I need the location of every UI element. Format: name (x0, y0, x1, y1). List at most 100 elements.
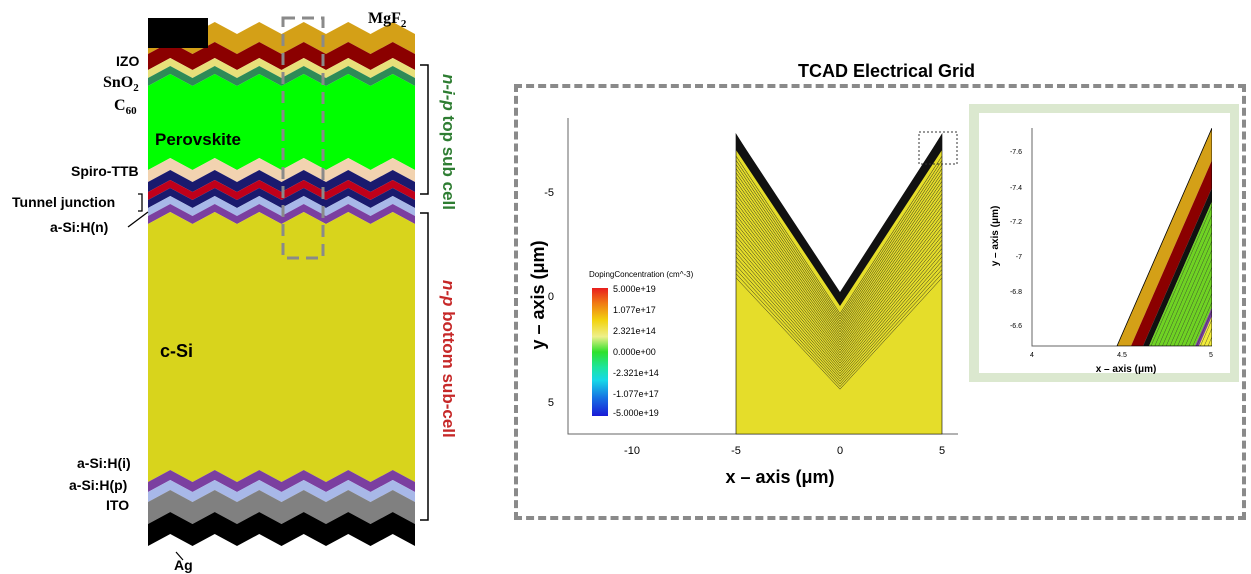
main-xtick-neg10: -10 (624, 445, 640, 457)
inset-mesh-line (1216, 128, 1246, 346)
main-xlabel: x – axis (μm) (725, 467, 834, 487)
mesh-line (735, 239, 943, 367)
inset-ytick-neg7: -7 (1016, 254, 1022, 261)
inset-plot: 4 4.5 5 -7.6 -7.4 -7.2 -7 -6.8 -6.6 x – … (990, 128, 1246, 375)
mesh-line (735, 168, 943, 322)
layer-c60 (148, 66, 415, 86)
inset-ytick-neg7-2: -7.2 (1010, 219, 1022, 226)
inset-mesh-line (1200, 318, 1212, 346)
top-black-block (148, 18, 208, 48)
legend-colorbar (592, 288, 608, 416)
inset-mesh-line (1192, 301, 1212, 346)
layer-asi-i (148, 470, 415, 492)
mesh-line (735, 197, 943, 341)
inset-mesh-line (1238, 128, 1246, 346)
mesh-line (735, 193, 943, 338)
label-mgf2: MgF2 (368, 10, 406, 30)
top-subcell-label: n-i-p top sub cell (438, 74, 458, 210)
inset-ytick-neg7-4: -7.4 (1010, 185, 1022, 192)
bottom-subcell-label-italic: n-p (439, 280, 458, 307)
inset-xtick-5: 5 (1209, 352, 1213, 359)
mesh-line (735, 185, 943, 333)
inset-xlabel: x – axis (μm) (1096, 364, 1157, 375)
mesh-line (735, 181, 943, 330)
tcad-plots: -10 -5 0 5 -5 0 5 x – axis (μm) y – axis… (528, 118, 1246, 487)
inset-band (1143, 187, 1212, 346)
mesh-line (735, 248, 943, 372)
label-asi-p: a-Si:H(p) (69, 477, 128, 493)
doping-legend: DopingConcentration (cm^-3) 5.000e+19 1.… (589, 270, 729, 420)
mesh-line (735, 265, 943, 382)
inset-mesh-line (1154, 214, 1212, 346)
bottom-subcell-bracket (420, 212, 429, 521)
label-c60: C60 (114, 97, 137, 117)
legend-value: -2.321e+14 (613, 368, 659, 378)
inset-mesh-line (1223, 128, 1246, 346)
mesh-line (735, 218, 943, 354)
legend-value: 5.000e+19 (613, 284, 656, 294)
inset-ytick-neg7-6: -7.6 (1010, 149, 1022, 156)
layer-tunnel-red (148, 180, 415, 200)
ag-pointer (175, 551, 184, 561)
legend-value: 0.000e+00 (613, 347, 656, 357)
inset-mesh-line (1150, 205, 1212, 346)
asi-n-pointer (127, 211, 149, 228)
mesh-line (735, 155, 943, 315)
inset-mesh-line (1227, 128, 1246, 346)
inset-mesh-line (1169, 249, 1212, 346)
mesh-line (735, 189, 943, 335)
inset-mesh-line (1166, 240, 1212, 346)
inset-mesh-line (1173, 257, 1212, 346)
mesh-line (735, 244, 943, 369)
label-csi: c-Si (160, 341, 194, 361)
layer-sno2 (148, 58, 415, 78)
mesh-line (735, 214, 943, 351)
mesh-line (735, 256, 943, 377)
mesh-line (735, 227, 943, 359)
inset-outline (1116, 128, 1212, 346)
top-subcell-label-rest: top sub cell (439, 110, 458, 211)
legend-value: 2.321e+14 (613, 326, 656, 336)
main-xtick-5: 5 (939, 445, 945, 457)
bottom-subcell-label: n-p bottom sub-cell (438, 280, 458, 438)
mesh-line (735, 160, 943, 317)
inset-mesh-line (1231, 128, 1246, 346)
label-asi-n: a-Si:H(n) (50, 219, 109, 235)
layer-asi-i-top (148, 204, 415, 224)
inset-ytick-neg6-8: -6.8 (1010, 289, 1022, 296)
mesh-line (735, 202, 943, 343)
mesh-line (735, 260, 943, 380)
top-subcell-bracket (420, 64, 429, 195)
main-ylabel: y – axis (μm) (528, 240, 548, 349)
main-xtick-0: 0 (837, 445, 843, 457)
label-spiro-ttb: Spiro-TTB (71, 163, 139, 179)
inset-mesh (1116, 128, 1246, 346)
mesh-line (735, 176, 943, 328)
inset-mesh-line (1185, 284, 1212, 346)
tcad-dashed-frame (514, 84, 1246, 520)
layer-ag (148, 512, 415, 546)
top-subcell-label-italic: n-i-p (439, 74, 458, 111)
device-stack-diagram (127, 16, 429, 561)
main-xtick-neg5: -5 (731, 445, 741, 457)
inset-mesh-line (1188, 292, 1212, 346)
label-ag: Ag (174, 557, 193, 573)
mesh-line (735, 172, 943, 325)
inset-bands (1116, 128, 1246, 346)
mesh-line (735, 206, 943, 346)
inset-mesh-line (1219, 128, 1246, 346)
mesh-line (735, 164, 943, 320)
inset-mesh-line (1177, 266, 1212, 346)
tcad-title: TCAD Electrical Grid (798, 61, 976, 81)
inset-mesh-line (1158, 222, 1212, 346)
tunnel-junction-brace (138, 193, 143, 212)
layer-tunnel-navy-2 (148, 188, 415, 208)
label-tunnel-junction: Tunnel junction (12, 194, 116, 210)
mesh-line (735, 269, 943, 385)
label-mgf2-main: MgF (368, 10, 401, 27)
main-ytick-5: 5 (548, 397, 554, 409)
label-sno2-sub: 2 (133, 82, 139, 95)
inset-xtick-4-5: 4.5 (1117, 352, 1127, 359)
inset-xtick-4: 4 (1030, 352, 1034, 359)
inset-mesh-line (1211, 345, 1212, 346)
